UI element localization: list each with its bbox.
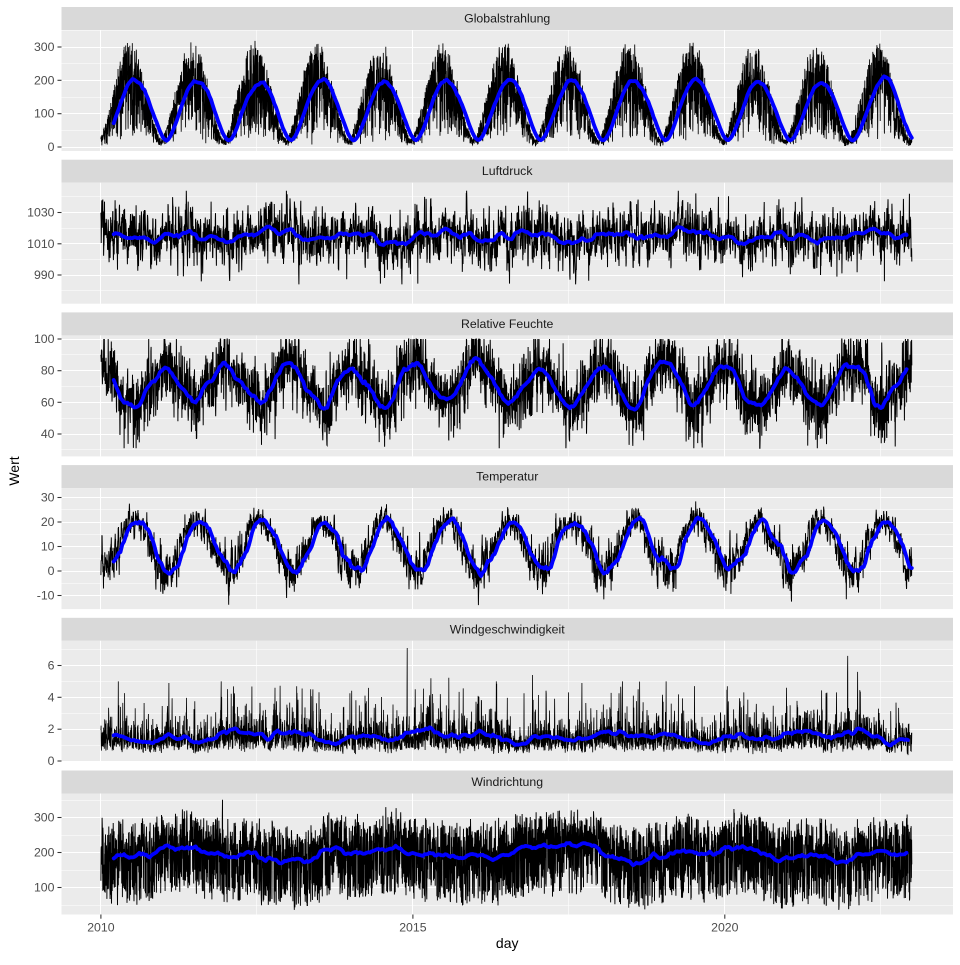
svg-text:2015: 2015 bbox=[399, 920, 427, 934]
svg-text:Luftdruck: Luftdruck bbox=[482, 164, 533, 178]
svg-text:Temperatur: Temperatur bbox=[476, 470, 538, 484]
svg-text:Windgeschwindigkeit: Windgeschwindigkeit bbox=[450, 622, 565, 636]
svg-text:300: 300 bbox=[34, 811, 55, 825]
svg-text:40: 40 bbox=[41, 427, 55, 441]
svg-text:990: 990 bbox=[34, 268, 55, 282]
svg-text:day: day bbox=[496, 935, 519, 951]
svg-text:0: 0 bbox=[48, 754, 55, 768]
svg-text:300: 300 bbox=[34, 40, 55, 54]
svg-text:0: 0 bbox=[48, 564, 55, 578]
svg-text:100: 100 bbox=[34, 107, 55, 121]
svg-text:20: 20 bbox=[41, 515, 55, 529]
svg-text:10: 10 bbox=[41, 540, 55, 554]
svg-text:30: 30 bbox=[41, 491, 55, 505]
svg-text:Globalstrahlung: Globalstrahlung bbox=[464, 12, 550, 26]
svg-text:-10: -10 bbox=[37, 589, 55, 603]
svg-text:60: 60 bbox=[41, 395, 55, 409]
svg-text:4: 4 bbox=[48, 690, 55, 704]
svg-text:200: 200 bbox=[34, 73, 55, 87]
svg-text:2: 2 bbox=[48, 722, 55, 736]
svg-text:Windrichtung: Windrichtung bbox=[471, 775, 543, 789]
svg-text:6: 6 bbox=[48, 659, 55, 673]
svg-text:1030: 1030 bbox=[27, 206, 55, 220]
svg-text:100: 100 bbox=[34, 332, 55, 346]
svg-text:1010: 1010 bbox=[27, 237, 55, 251]
svg-text:0: 0 bbox=[48, 140, 55, 154]
svg-text:2020: 2020 bbox=[711, 920, 739, 934]
svg-text:100: 100 bbox=[34, 881, 55, 895]
svg-text:Wert: Wert bbox=[6, 456, 22, 485]
svg-text:200: 200 bbox=[34, 846, 55, 860]
svg-text:Relative Feuchte: Relative Feuchte bbox=[461, 317, 553, 331]
svg-text:80: 80 bbox=[41, 364, 55, 378]
svg-text:2010: 2010 bbox=[87, 920, 115, 934]
